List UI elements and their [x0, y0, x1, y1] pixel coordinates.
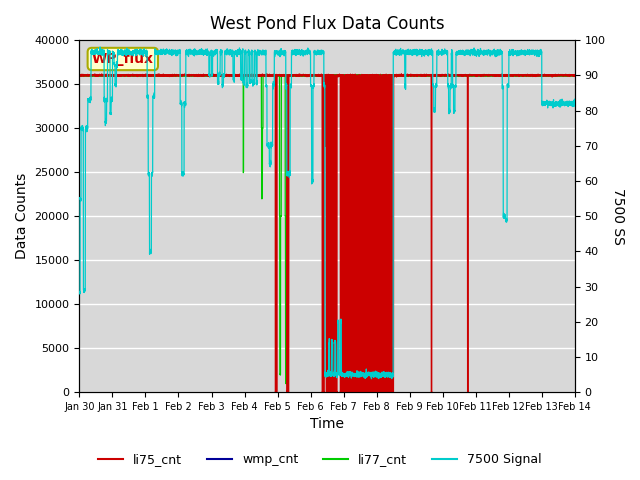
Y-axis label: 7500 SS: 7500 SS [611, 188, 625, 244]
X-axis label: Time: Time [310, 418, 344, 432]
Title: West Pond Flux Data Counts: West Pond Flux Data Counts [210, 15, 444, 33]
Legend: li75_cnt, wmp_cnt, li77_cnt, 7500 Signal: li75_cnt, wmp_cnt, li77_cnt, 7500 Signal [93, 448, 547, 471]
Y-axis label: Data Counts: Data Counts [15, 173, 29, 259]
Text: WP_flux: WP_flux [92, 52, 154, 66]
